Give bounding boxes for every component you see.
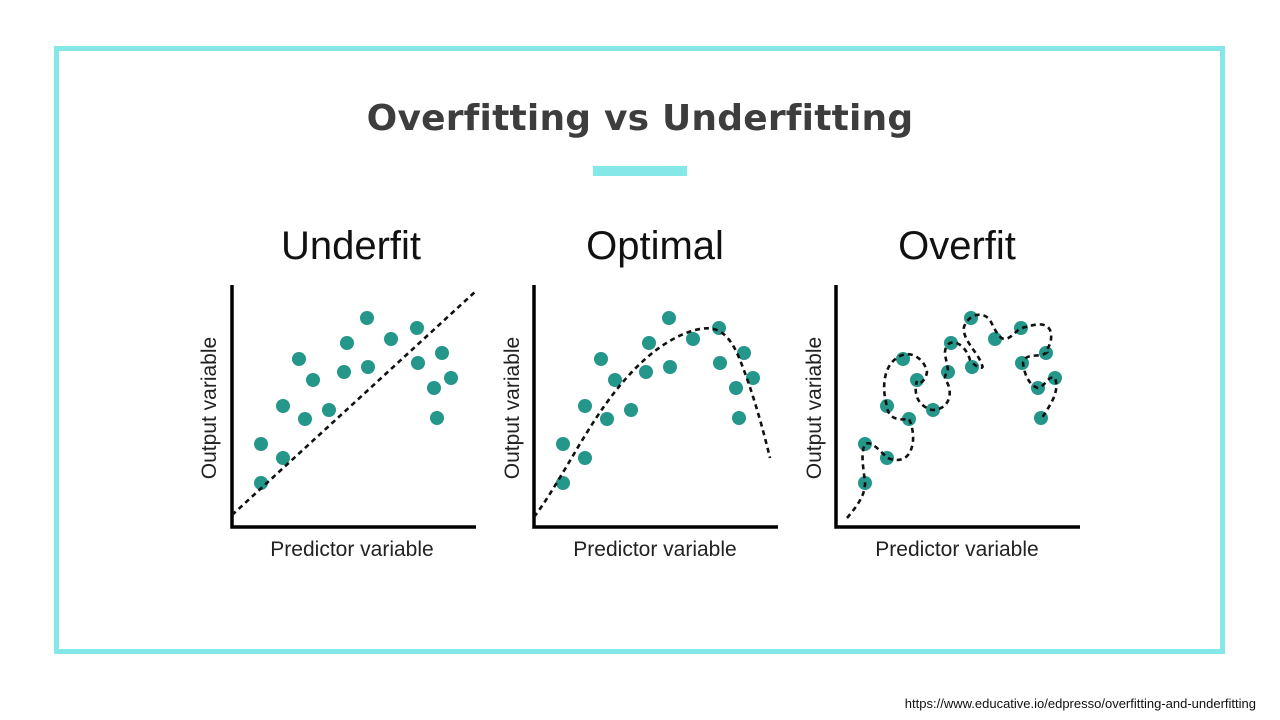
scatter-points-underfit [254,311,458,490]
scatter-points-optimal [556,311,760,490]
xlabel-overfit: Predictor variable [875,538,1039,561]
xlabel-underfit: Predictor variable [270,538,434,561]
scatter-points-overfit [858,311,1062,490]
axes-optimal [532,285,778,529]
slide-frame [54,46,1225,654]
panel-title-underfit: Underfit [280,224,422,268]
axes-overfit [834,285,1080,529]
title-underline [593,166,687,176]
panel-underfit [230,285,477,529]
panel-title-overfit: Overfit [898,224,1016,268]
xlabel-optimal: Predictor variable [573,538,737,561]
panel-title-optimal: Optimal [586,224,724,268]
fit-curve-overfit [846,313,1058,519]
axes-underfit [230,285,476,529]
fit-line-underfit [231,290,477,516]
source-url: https://www.educative.io/edpresso/overfi… [904,696,1256,711]
slide-title: Overfitting vs Underfitting [366,98,914,139]
fit-curve-optimal [532,327,772,518]
panel-optimal [532,285,778,529]
panel-overfit [834,285,1080,529]
